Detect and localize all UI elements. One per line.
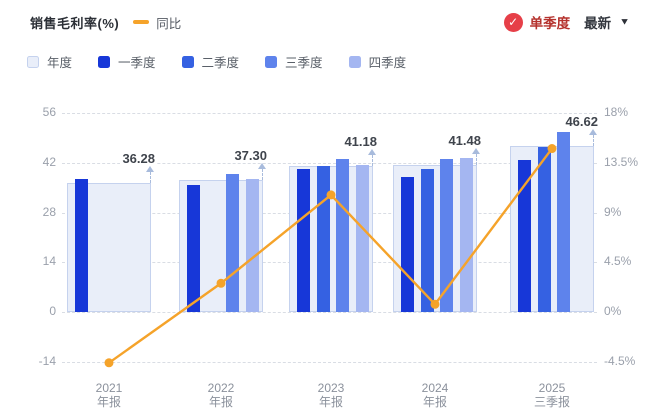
bar-四季度-2023[interactable] (355, 165, 369, 312)
chart-header-left: 销售毛利率(%) 同比 (30, 13, 181, 32)
right-axis-tick: 18% (604, 105, 629, 120)
bar-一季度-2023[interactable] (297, 169, 310, 312)
value-pointer-arrow-icon (368, 148, 376, 155)
latest-label: 最新 (584, 16, 612, 31)
legend-item-q3[interactable]: 三季度 (265, 52, 323, 71)
x-axis-label: 2021 年报 (95, 381, 123, 409)
chart-header-right: ✓ 单季度 最新 ▼ (503, 12, 630, 32)
value-pointer-line (262, 168, 263, 180)
q3-swatch-icon (265, 55, 278, 68)
legend-item-q4[interactable]: 四季度 (348, 52, 407, 71)
bar-三季度-2025[interactable] (557, 131, 570, 312)
value-pointer-line (150, 172, 151, 184)
yoy-line-label: 同比 (156, 16, 182, 31)
bar-legend: 年度 一季度 二季度 三季度 四季度 (27, 52, 406, 71)
annual-value-label: 46.62 (563, 114, 600, 130)
chart-title: 销售毛利率(%) (30, 15, 120, 31)
right-axis-tick: 13.5% (604, 154, 639, 169)
value-pointer-line (476, 153, 477, 165)
q4-swatch-icon (348, 55, 361, 68)
x-axis-label: 2024 年报 (421, 381, 449, 409)
value-pointer-arrow-icon (472, 147, 480, 154)
gridline (62, 361, 597, 363)
gridline (62, 312, 597, 313)
value-pointer-line (593, 135, 594, 147)
yoy-line-legend[interactable]: 同比 (133, 13, 181, 32)
right-axis-tick: 0% (604, 304, 622, 318)
legend-label-q3: 三季度 (285, 56, 323, 70)
annual-swatch-icon (27, 55, 39, 68)
annual-value-label: 36.28 (120, 151, 157, 167)
left-axis-tick: 28 (42, 204, 56, 219)
legend-item-q1[interactable]: 一季度 (98, 52, 156, 71)
chart-header: 销售毛利率(%) 同比 ✓ 单季度 最新 ▼ (30, 10, 630, 34)
bar-三季度-2024[interactable] (440, 159, 453, 312)
left-axis-tick: 0 (49, 304, 56, 318)
bar-一季度-2024[interactable] (401, 177, 414, 312)
legend-label-q2: 二季度 (201, 56, 240, 70)
legend-label-q1: 一季度 (118, 56, 156, 70)
left-axis-tick: -14 (38, 353, 56, 368)
yoy-point-2021[interactable] (104, 358, 114, 368)
value-pointer-arrow-icon (258, 162, 266, 169)
legend-item-annual[interactable]: 年度 (27, 52, 72, 71)
x-axis-label: 2023 年报 (317, 381, 345, 409)
left-axis-tick: 42 (42, 154, 56, 169)
bar-三季度-2022[interactable] (226, 173, 239, 312)
annual-value-label: 41.18 (342, 133, 379, 149)
single-quarter-label: 单季度 (529, 16, 571, 31)
latest-dropdown[interactable]: 最新 ▼ (584, 12, 630, 32)
value-pointer-arrow-icon (589, 129, 597, 136)
single-quarter-toggle[interactable]: ✓ 单季度 (503, 12, 571, 32)
q1-swatch-icon (98, 55, 111, 68)
left-axis-tick: 56 (42, 105, 56, 120)
bar-二季度-2023[interactable] (316, 166, 330, 312)
right-axis-tick: -4.5% (604, 353, 636, 368)
bar-四季度-2022[interactable] (245, 178, 259, 312)
bar-四季度-2024[interactable] (459, 157, 473, 312)
x-axis-label: 2022 年报 (207, 381, 235, 409)
bar-二季度-2024[interactable] (420, 168, 434, 312)
legend-label-q4: 四季度 (368, 56, 407, 70)
right-axis-tick: 9% (604, 204, 622, 219)
bar-一季度-2021[interactable] (75, 179, 88, 312)
bar-一季度-2022[interactable] (187, 185, 200, 312)
annual-value-label: 41.48 (446, 132, 483, 148)
right-axis-tick: 4.5% (604, 254, 632, 269)
value-pointer-arrow-icon (146, 166, 154, 173)
yoy-line-icon (133, 20, 150, 24)
legend-label-annual: 年度 (47, 56, 73, 70)
bar-一季度-2025[interactable] (518, 160, 531, 312)
x-axis-label: 2025 三季报 (533, 381, 570, 409)
value-pointer-line (372, 154, 373, 166)
bar-三季度-2023[interactable] (336, 159, 349, 312)
legend-item-q2[interactable]: 二季度 (181, 52, 240, 71)
annual-value-label: 37.30 (232, 147, 269, 163)
left-axis-tick: 14 (42, 254, 56, 269)
gridline (62, 113, 597, 115)
q2-swatch-icon (181, 55, 194, 68)
caret-down-icon: ▼ (619, 16, 630, 28)
checked-circle-icon: ✓ (503, 12, 523, 32)
bar-二季度-2025[interactable] (537, 146, 551, 312)
